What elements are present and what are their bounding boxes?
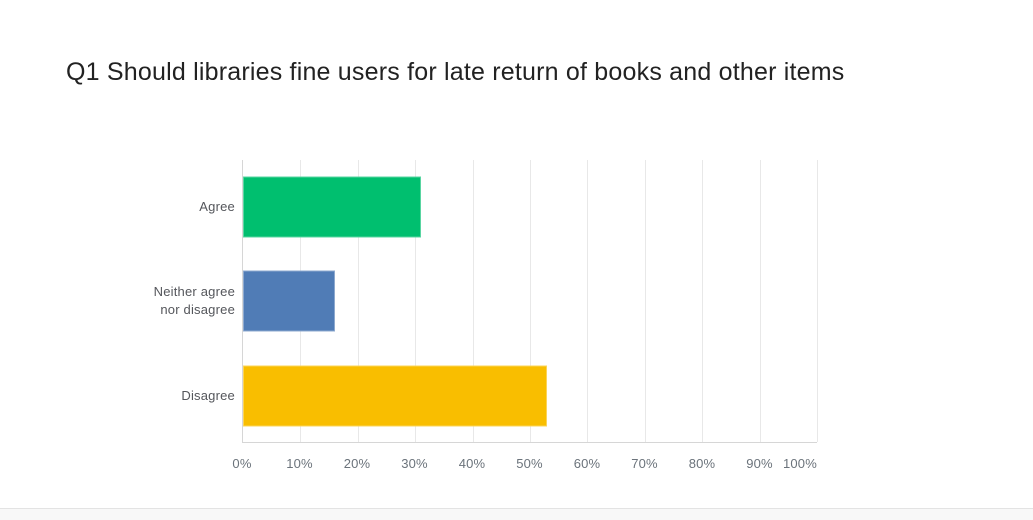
gridline-50% [530,160,531,442]
bar-neither-agree-nor-disagree[interactable] [243,270,335,332]
gridline-90% [759,160,761,442]
chart-row: Disagree [181,349,817,443]
footer-divider [0,508,1033,509]
gridline-40% [472,160,474,442]
x-tick-label: 60% [573,456,601,471]
bar-disagree[interactable] [243,365,548,427]
category-label: Agree [199,199,235,215]
x-tick-label: 30% [401,456,428,471]
x-tick-label: 20% [343,456,371,471]
plot-area: Agree Neither agree nor disagree Disagree [154,160,818,443]
gridline-80% [702,160,704,442]
gridline-100% [817,160,818,442]
x-axis: 0% 10% 20% 30% 40% 50% 60% 70% 80% 90% 100% [232,452,817,474]
chart-row: Agree [199,160,817,254]
gridline-70% [644,160,646,442]
gridline-20% [357,160,359,442]
x-tick-label: 90% [746,456,773,471]
chart-row: Neither agree nor disagree [154,254,817,348]
bar-agree[interactable] [243,176,421,238]
x-tick-label: 0% [232,456,252,471]
gridline-60% [587,160,589,442]
x-tick-label: 80% [688,456,716,471]
x-tick-label: 40% [458,456,486,471]
x-tick-label: 50% [516,456,543,471]
chart-title: Q1 Should libraries fine users for late … [66,58,845,86]
x-tick-label: 70% [631,456,658,471]
category-label: Disagree [181,387,235,403]
category-label: Neither agree nor disagree [153,284,235,318]
footer-band [0,509,1033,520]
x-tick-label: 100% [782,456,817,471]
gridline-30% [415,160,417,442]
x-tick-label: 10% [286,456,313,471]
